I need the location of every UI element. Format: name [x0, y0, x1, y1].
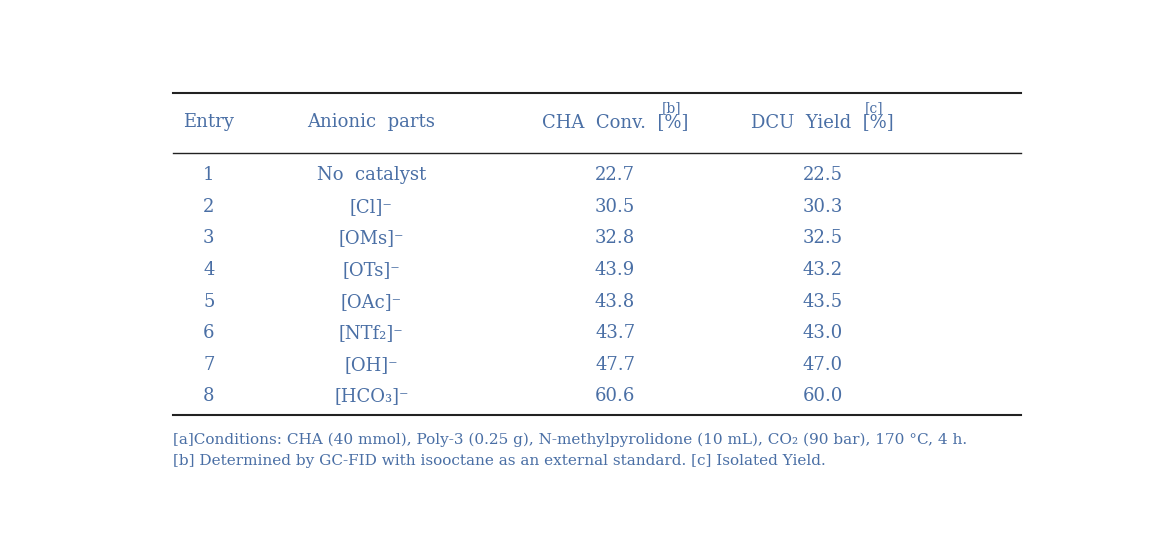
- Text: 3: 3: [203, 229, 214, 248]
- Text: 2: 2: [203, 198, 214, 216]
- Text: [OMs]⁻: [OMs]⁻: [339, 229, 404, 248]
- Text: 22.7: 22.7: [595, 166, 635, 184]
- Text: [OTs]⁻: [OTs]⁻: [343, 261, 401, 279]
- Text: 30.5: 30.5: [595, 198, 635, 216]
- Text: [b]: [b]: [662, 101, 680, 115]
- Text: 22.5: 22.5: [803, 166, 842, 184]
- Text: 5: 5: [203, 293, 214, 311]
- Text: 43.0: 43.0: [803, 324, 843, 342]
- Text: 47.7: 47.7: [595, 356, 635, 374]
- Text: 60.6: 60.6: [595, 387, 635, 405]
- Text: 32.8: 32.8: [595, 229, 635, 248]
- Text: CHA  Conv.  [%]: CHA Conv. [%]: [542, 113, 689, 131]
- Text: [HCO₃]⁻: [HCO₃]⁻: [334, 387, 409, 405]
- Text: [OH]⁻: [OH]⁻: [345, 356, 398, 374]
- Text: 8: 8: [203, 387, 214, 405]
- Text: No  catalyst: No catalyst: [317, 166, 426, 184]
- Text: [b] Determined by GC-FID with isooctane as an external standard. [c] Isolated Yi: [b] Determined by GC-FID with isooctane …: [172, 454, 826, 468]
- Text: 43.8: 43.8: [595, 293, 635, 311]
- Text: 6: 6: [203, 324, 214, 342]
- Text: 43.7: 43.7: [595, 324, 635, 342]
- Text: [c]: [c]: [864, 101, 883, 115]
- Text: 1: 1: [203, 166, 214, 184]
- Text: 43.2: 43.2: [803, 261, 842, 279]
- Text: 7: 7: [203, 356, 214, 374]
- Text: 4: 4: [203, 261, 214, 279]
- Text: 30.3: 30.3: [803, 198, 843, 216]
- Text: [NTf₂]⁻: [NTf₂]⁻: [339, 324, 404, 342]
- Text: [OAc]⁻: [OAc]⁻: [341, 293, 402, 311]
- Text: 43.9: 43.9: [595, 261, 635, 279]
- Text: [Cl]⁻: [Cl]⁻: [350, 198, 393, 216]
- Text: [a]Conditions: CHA (40 mmol), Poly-3 (0.25 g), N-methylpyrolidone (10 mL), CO₂ (: [a]Conditions: CHA (40 mmol), Poly-3 (0.…: [172, 433, 967, 447]
- Text: DCU  Yield  [%]: DCU Yield [%]: [751, 113, 894, 131]
- Text: 47.0: 47.0: [803, 356, 842, 374]
- Text: 43.5: 43.5: [803, 293, 842, 311]
- Text: 60.0: 60.0: [803, 387, 843, 405]
- Text: Entry: Entry: [183, 113, 234, 131]
- Text: Anionic  parts: Anionic parts: [308, 113, 436, 131]
- Text: 32.5: 32.5: [803, 229, 842, 248]
